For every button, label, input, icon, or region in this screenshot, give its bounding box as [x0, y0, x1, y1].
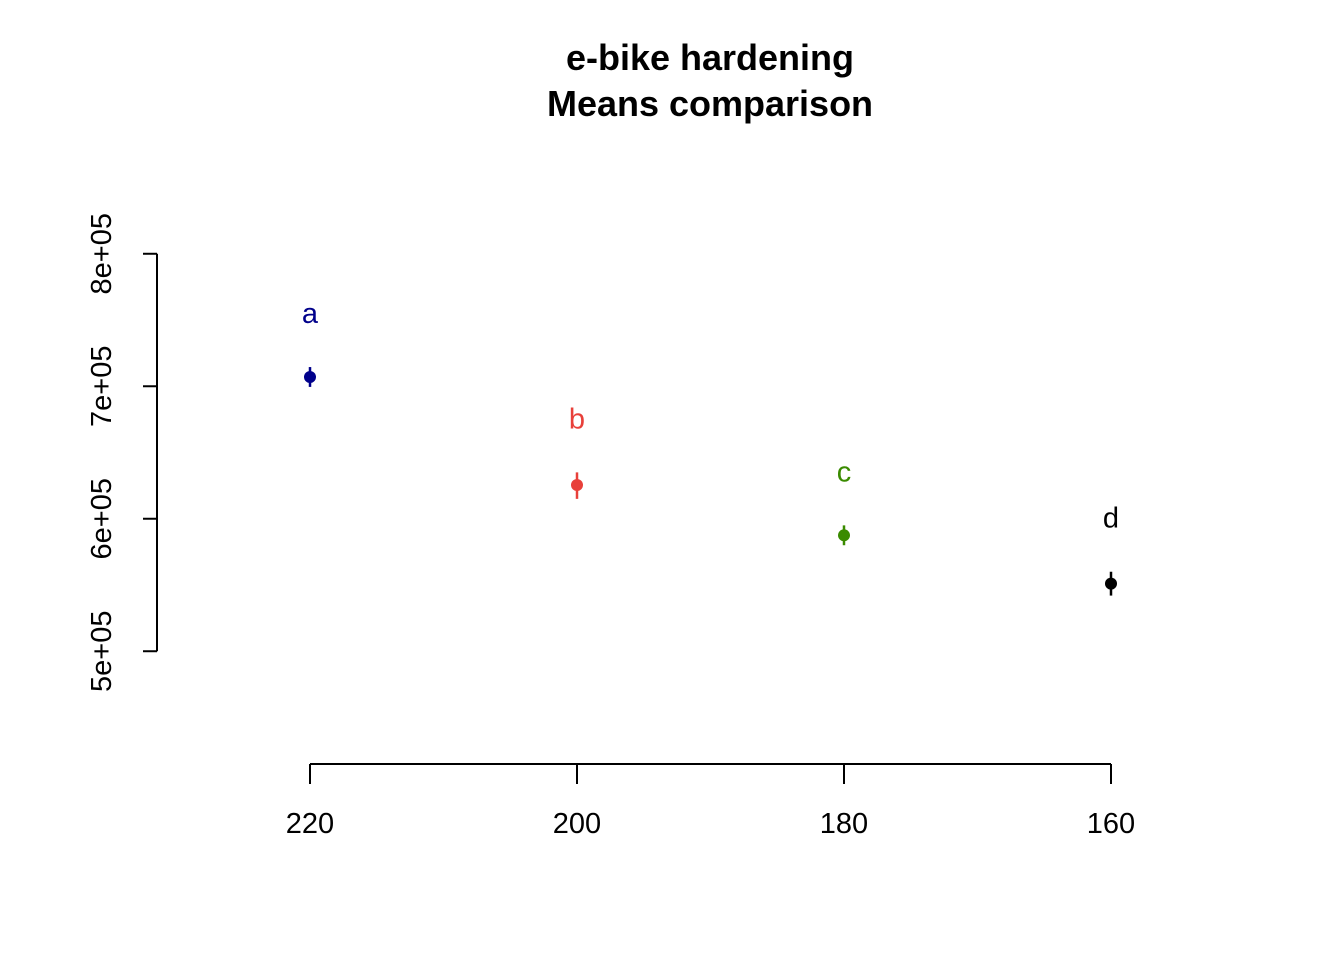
data-points: a b c d: [302, 298, 1119, 596]
group-letter-label: d: [1103, 503, 1119, 535]
mean-point-group-d: d: [1103, 503, 1119, 596]
x-tick-label: 220: [286, 808, 334, 840]
mean-point-group-b: b: [569, 403, 585, 499]
group-letter-label: a: [302, 298, 319, 330]
mean-point: [304, 370, 316, 383]
chart-title-line-2: Means comparison: [547, 83, 873, 124]
mean-point: [571, 478, 583, 491]
y-tick-label: 7e+05: [86, 346, 118, 427]
x-axis: 220 200 180 160: [286, 763, 1135, 840]
mean-point-group-c: c: [837, 456, 852, 546]
x-tick-label: 160: [1087, 808, 1135, 840]
y-axis: 5e+05 6e+05 7e+05 8e+05: [86, 213, 158, 692]
mean-point-group-a: a: [302, 298, 319, 387]
mean-point: [1105, 577, 1117, 590]
group-letter-label: b: [569, 403, 585, 435]
x-tick-label: 180: [820, 808, 868, 840]
x-tick-label: 200: [553, 808, 601, 840]
mean-point: [838, 529, 850, 542]
y-tick-label: 5e+05: [86, 611, 118, 692]
chart-title-line-1: e-bike hardening: [566, 37, 854, 78]
y-tick-label: 8e+05: [86, 213, 118, 294]
group-letter-label: c: [837, 456, 852, 488]
y-tick-label: 6e+05: [86, 478, 118, 559]
